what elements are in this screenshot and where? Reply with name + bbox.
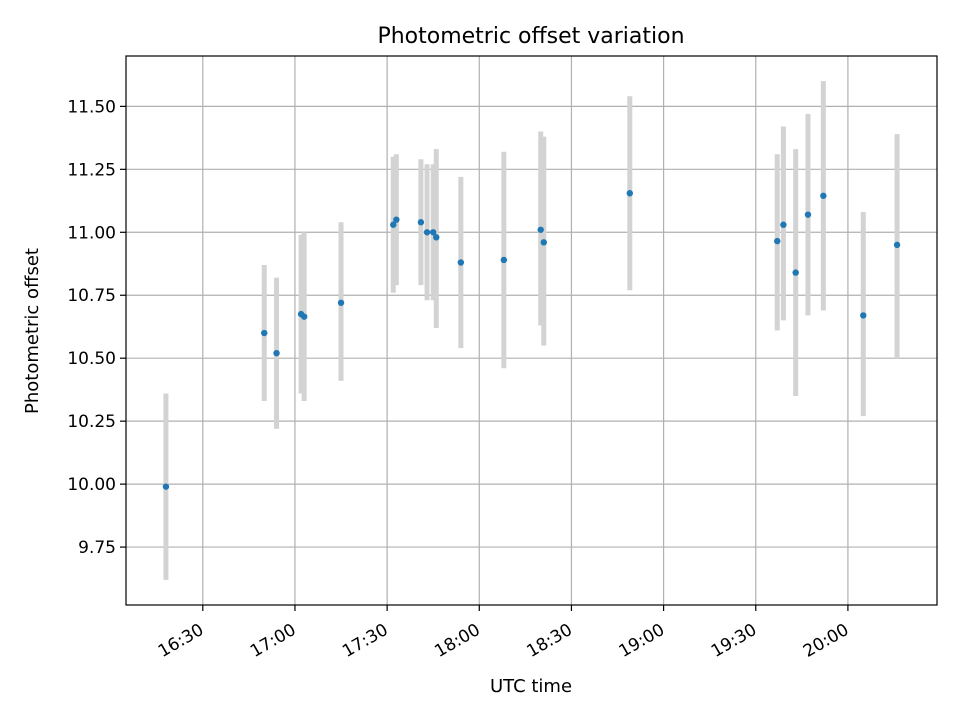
data-point xyxy=(393,216,400,223)
x-tick-label: 17:30 xyxy=(339,620,391,662)
data-point xyxy=(337,299,345,306)
y-tick-label: 10.25 xyxy=(67,412,116,432)
data-point xyxy=(774,237,781,245)
x-tick-label: 18:30 xyxy=(524,620,576,662)
y-axis-label: Photometric offset xyxy=(22,248,43,414)
y-tick-label: 11.00 xyxy=(67,223,116,243)
data-point xyxy=(417,219,425,226)
x-tick-label: 18:00 xyxy=(431,620,483,662)
data-point xyxy=(457,259,465,266)
x-tick-label: 20:00 xyxy=(800,620,852,662)
data-point xyxy=(820,192,827,199)
x-tick-label: 17:00 xyxy=(247,620,299,662)
data-point xyxy=(433,234,440,241)
data-point xyxy=(780,221,787,228)
data-point xyxy=(429,229,437,236)
y-tick-label: 10.50 xyxy=(67,349,116,369)
data-points xyxy=(162,190,901,490)
data-point xyxy=(273,349,280,357)
y-tick-label: 11.50 xyxy=(67,97,116,117)
x-axis-ticks: 16:30 17:00 17:30 18:00 18:30 19:00 19:30 20:00 xyxy=(155,605,852,662)
x-tick-label: 19:30 xyxy=(708,620,760,662)
data-point xyxy=(537,226,544,233)
x-axis-label: UTC time xyxy=(490,676,572,697)
data-point xyxy=(804,211,812,218)
data-point xyxy=(162,483,170,490)
x-tick-label: 19:00 xyxy=(616,620,668,662)
x-tick-label: 16:30 xyxy=(155,620,207,662)
data-point xyxy=(423,229,431,236)
data-point xyxy=(300,313,308,320)
plot-frame xyxy=(125,55,938,606)
data-point xyxy=(860,312,867,319)
data-point xyxy=(261,329,268,337)
error-bars xyxy=(163,81,900,580)
data-point xyxy=(893,241,901,249)
data-point xyxy=(626,190,634,197)
grid xyxy=(126,56,937,605)
y-tick-label: 9.75 xyxy=(78,538,116,558)
data-point xyxy=(390,221,397,228)
y-tick-label: 10.00 xyxy=(67,475,116,495)
data-point xyxy=(500,256,508,264)
y-tick-label: 11.25 xyxy=(67,160,116,180)
y-axis-ticks: 9.75 10.00 10.25 10.50 10.75 11.00 11.25 11.50 xyxy=(67,97,126,558)
data-point xyxy=(792,269,799,276)
data-point xyxy=(540,239,547,246)
chart-title: Photometric offset variation xyxy=(377,24,684,49)
y-tick-label: 10.75 xyxy=(67,286,116,306)
